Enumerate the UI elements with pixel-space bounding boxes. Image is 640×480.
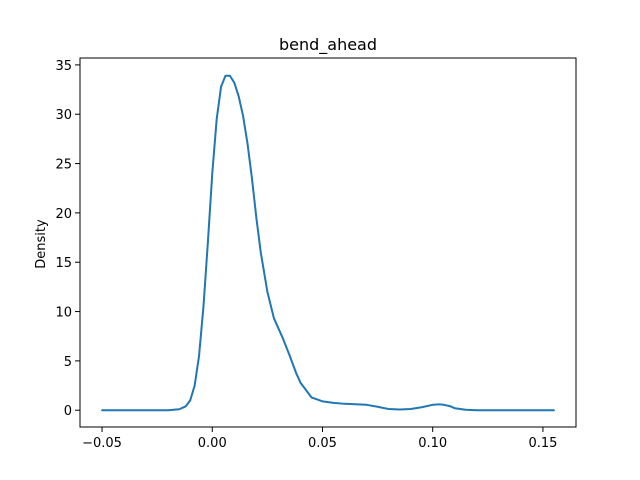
y-tick-label: 5 — [64, 355, 72, 370]
x-tick-label: 0.15 — [528, 436, 557, 451]
y-tick-label: 30 — [55, 108, 72, 123]
x-tick-label: 0.05 — [308, 436, 337, 451]
y-tick-label: 0 — [64, 404, 72, 419]
x-tick-label: 0.00 — [198, 436, 227, 451]
density-line — [101, 74, 555, 412]
axes-frame — [79, 57, 577, 428]
x-tick-label: 0.10 — [418, 436, 447, 451]
chart-title: bend_ahead — [279, 35, 377, 55]
x-tick-label: −0.05 — [82, 436, 122, 451]
y-tick-label: 10 — [55, 306, 72, 321]
plot-area: −0.05 0.00 0.05 0.10 0.15 0 5 10 15 20 25 30 35 — [55, 57, 577, 451]
y-tick-label: 15 — [55, 256, 72, 271]
y-tick-label: 35 — [55, 59, 72, 74]
y-tick-label: 20 — [55, 207, 72, 222]
y-axis-label: Density — [34, 219, 49, 269]
y-tick-label: 25 — [55, 158, 72, 173]
